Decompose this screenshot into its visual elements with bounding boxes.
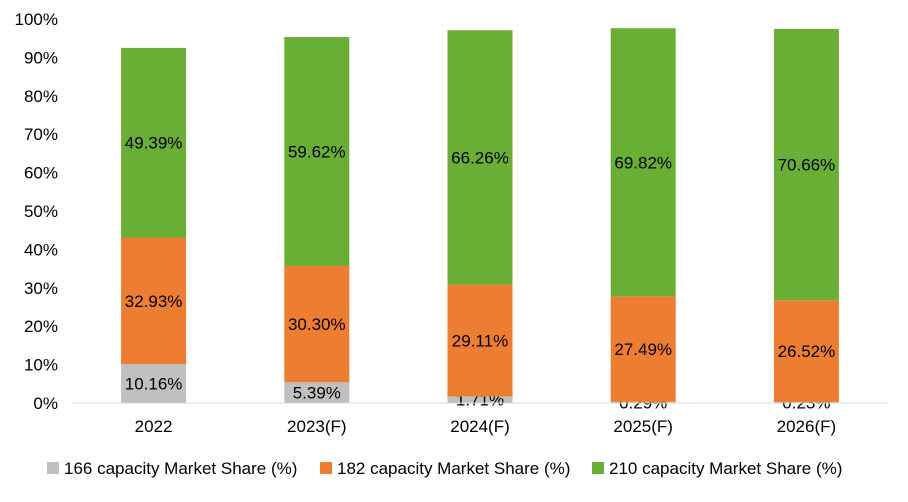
y-tick-label: 90% xyxy=(24,48,58,67)
legend-label-166: 166 capacity Market Share (%) xyxy=(64,459,297,478)
bar-segment-166 xyxy=(447,396,513,403)
y-axis: 0% 10% 20% 30% 40% 50% 60% 70% 80% 90% 100% xyxy=(15,10,58,413)
data-label: 10.16% xyxy=(125,374,183,393)
data-label: 32.93% xyxy=(125,292,183,311)
data-label: 26.52% xyxy=(778,342,836,361)
bar-segment-210 xyxy=(447,30,513,285)
y-tick-label: 50% xyxy=(24,202,58,221)
y-tick-label: 30% xyxy=(24,279,58,298)
y-tick-label: 80% xyxy=(24,87,58,106)
data-label: 49.39% xyxy=(125,134,183,153)
legend-label-210: 210 capacity Market Share (%) xyxy=(609,459,842,478)
legend-swatch-210 xyxy=(592,462,604,474)
bar-segment-210 xyxy=(610,28,676,297)
bars: 10.16%32.93%49.39%5.39%30.30%59.62%1.71%… xyxy=(121,28,839,413)
y-tick-label: 100% xyxy=(15,10,58,29)
x-tick-label: 2024(F) xyxy=(450,417,510,436)
x-axis: 2022 2023(F) 2024(F) 2025(F) 2026(F) xyxy=(135,417,836,436)
y-tick-label: 60% xyxy=(24,164,58,183)
legend-label-182: 182 capacity Market Share (%) xyxy=(337,459,570,478)
bar-segment-182 xyxy=(284,265,350,383)
data-label: 27.49% xyxy=(614,340,672,359)
y-tick-label: 70% xyxy=(24,125,58,144)
data-label: 70.66% xyxy=(778,156,836,175)
data-label: 66.26% xyxy=(451,148,509,167)
data-label: 29.11% xyxy=(452,332,508,351)
bar-segment-166 xyxy=(284,382,350,403)
x-tick-label: 2025(F) xyxy=(613,417,673,436)
legend-swatch-166 xyxy=(47,462,59,474)
y-tick-label: 10% xyxy=(24,356,58,375)
x-tick-label: 2026(F) xyxy=(777,417,837,436)
legend: 166 capacity Market Share (%) 182 capacit… xyxy=(47,459,842,478)
bar-segment-166 xyxy=(610,401,676,403)
bar-segment-182 xyxy=(610,296,676,402)
x-tick-label: 2023(F) xyxy=(287,417,347,436)
bar-segment-210 xyxy=(121,47,187,238)
bar-segment-182 xyxy=(121,237,187,364)
legend-swatch-182 xyxy=(320,462,332,474)
bar-segment-210 xyxy=(284,37,350,266)
bar-segment-166 xyxy=(121,363,187,403)
y-tick-label: 40% xyxy=(24,240,58,259)
bar-segment-182 xyxy=(447,284,513,397)
data-label: 59.62% xyxy=(288,142,346,161)
bar-segment-182 xyxy=(773,300,839,403)
bar-segment-210 xyxy=(773,28,839,301)
y-tick-label: 0% xyxy=(33,394,58,413)
data-label: 69.82% xyxy=(614,153,672,172)
data-label: 30.30% xyxy=(288,315,346,334)
x-tick-label: 2022 xyxy=(135,417,173,436)
data-label: 5.39% xyxy=(293,384,341,403)
y-tick-label: 20% xyxy=(24,317,58,336)
